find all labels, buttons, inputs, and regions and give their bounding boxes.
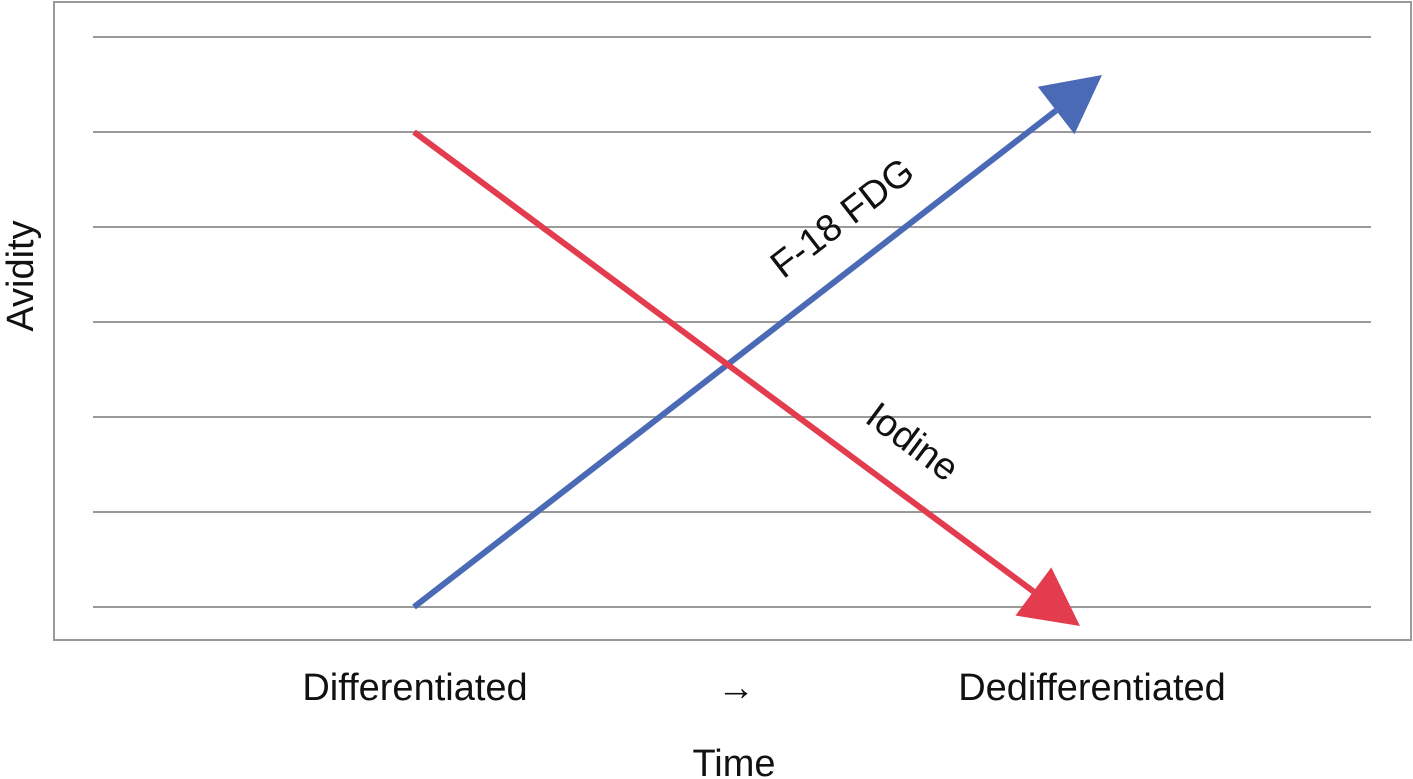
plot-frame [53, 1, 1412, 641]
series-line-iodine [412, 129, 1036, 594]
series-line-f-18-fdg [412, 108, 1058, 610]
x-label-differentiated: Differentiated [302, 667, 527, 709]
gridlines [93, 36, 1371, 608]
series-group [412, 75, 1102, 626]
series-label: F-18 FDG [763, 150, 922, 287]
arrowhead-icon [1015, 567, 1080, 626]
arrowhead-icon [1037, 75, 1102, 135]
x-label-dedifferentiated: Dedifferentiated [958, 667, 1226, 709]
x-label-arrow: → [717, 667, 755, 709]
x-axis-title: Time [692, 743, 775, 779]
y-axis-title: Avidity [0, 220, 42, 331]
